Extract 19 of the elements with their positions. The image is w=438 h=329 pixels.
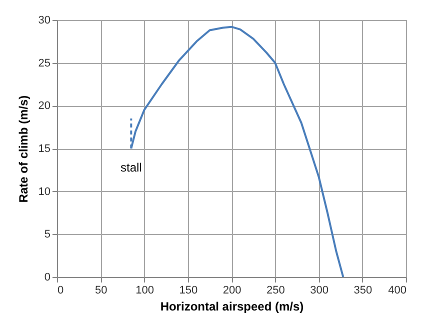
x-tick-label: 0 bbox=[58, 284, 64, 296]
annotation: stall bbox=[120, 160, 142, 174]
y-tick-label: 15 bbox=[38, 143, 50, 155]
x-tick-label: 200 bbox=[222, 284, 242, 296]
y-tick-label: 20 bbox=[38, 100, 50, 112]
y-tick-label: 10 bbox=[38, 186, 50, 198]
x-tick-label: 350 bbox=[354, 284, 372, 296]
x-tick-label: 400 bbox=[388, 284, 406, 296]
x-tick-label: 100 bbox=[136, 284, 154, 296]
y-tick-label: 25 bbox=[38, 57, 50, 70]
x-tick-label: 300 bbox=[310, 284, 328, 296]
x-tick-label: 150 bbox=[179, 284, 198, 296]
x-axis-title: Horizontal airspeed (m/s) bbox=[160, 300, 304, 314]
y-axis-title: Rate of climb (m/s) bbox=[16, 95, 30, 203]
y-tick-label: 30 bbox=[38, 14, 50, 26]
x-tick-label: 250 bbox=[266, 284, 285, 296]
y-tick-label: 5 bbox=[44, 228, 50, 241]
y-tick-label: 0 bbox=[44, 272, 50, 284]
x-tick-label: 50 bbox=[95, 284, 108, 296]
